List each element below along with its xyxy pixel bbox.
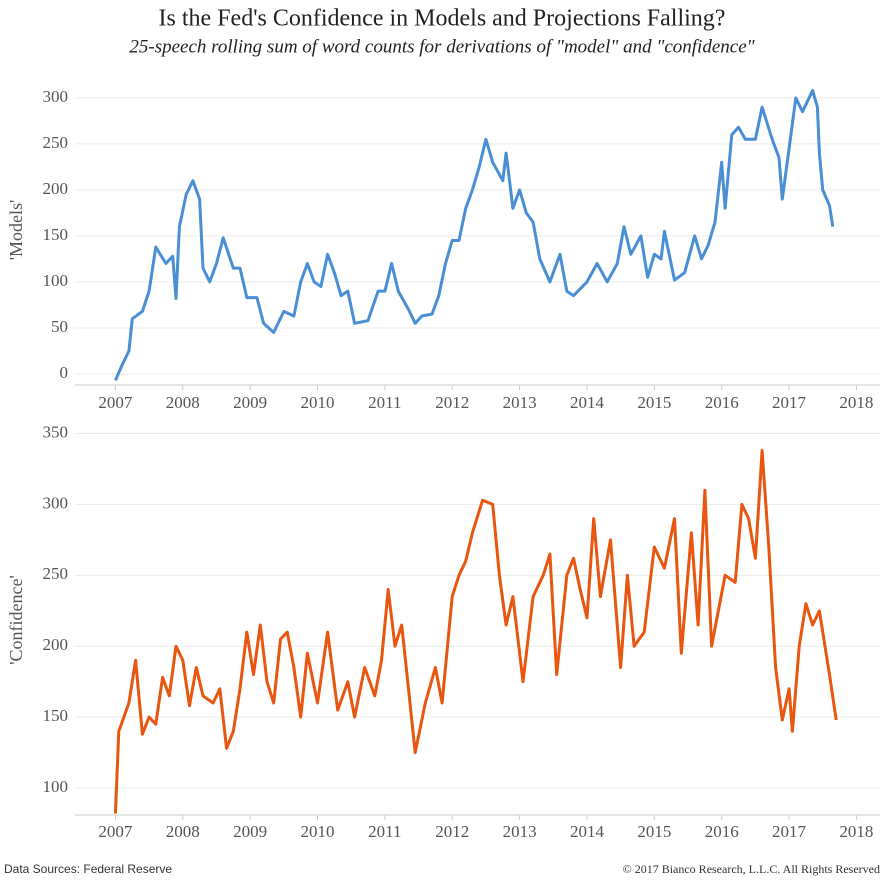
data-line [114, 89, 835, 381]
x-tick-label: 2014 [570, 393, 605, 412]
y-tick-label: 300 [43, 87, 69, 106]
x-tick-label: 2015 [637, 393, 671, 412]
title: Is the Fed's Confidence in Models and Pr… [159, 6, 726, 32]
y-tick-label: 50 [51, 317, 68, 336]
x-tick-label: 2012 [435, 393, 469, 412]
x-tick-label: 2016 [705, 393, 739, 412]
y-tick-label: 150 [43, 706, 69, 725]
x-tick-label: 2012 [435, 822, 469, 841]
x-tick-label: 2016 [705, 822, 739, 841]
y-tick-label: 100 [43, 777, 69, 796]
x-tick-label: 2010 [301, 393, 335, 412]
x-tick-label: 2018 [839, 822, 873, 841]
y-tick-label: 200 [43, 179, 69, 198]
y-tick-label: 250 [43, 564, 69, 583]
x-tick-label: 2011 [368, 822, 401, 841]
x-tick-label: 2015 [637, 822, 671, 841]
copyright: © 2017 Bianco Research, L.L.C. All Right… [623, 862, 880, 876]
x-tick-label: 2013 [503, 393, 537, 412]
data-line [113, 449, 838, 814]
x-tick-label: 2010 [301, 822, 335, 841]
y-axis-label: 'Confidence' [6, 575, 26, 664]
x-tick-label: 2017 [772, 393, 807, 412]
y-tick-label: 200 [43, 635, 69, 654]
x-tick-label: 2009 [233, 393, 267, 412]
y-tick-label: 0 [60, 363, 69, 382]
source: Data Sources: Federal Reserve [4, 862, 172, 876]
y-axis-label: 'Models' [6, 200, 26, 261]
x-tick-label: 2017 [772, 822, 807, 841]
subtitle: 25-speech rolling sum of word counts for… [129, 36, 755, 57]
x-tick-label: 2007 [98, 822, 133, 841]
x-tick-label: 2008 [166, 393, 200, 412]
x-tick-label: 2008 [166, 822, 200, 841]
x-tick-label: 2007 [98, 393, 133, 412]
x-tick-label: 2009 [233, 822, 267, 841]
x-tick-label: 2018 [839, 393, 873, 412]
y-tick-label: 150 [43, 225, 69, 244]
x-tick-label: 2014 [570, 822, 605, 841]
y-tick-label: 250 [43, 133, 69, 152]
y-tick-label: 100 [43, 271, 69, 290]
y-tick-label: 300 [43, 493, 69, 512]
x-tick-label: 2013 [503, 822, 537, 841]
x-tick-label: 2011 [368, 393, 401, 412]
y-tick-label: 350 [43, 422, 69, 441]
